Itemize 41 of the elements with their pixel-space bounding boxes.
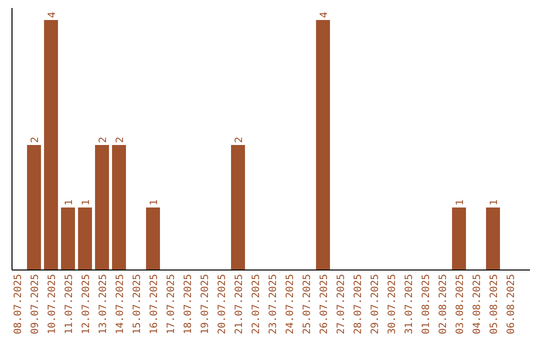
x-tick-label: 05.08.2025 (489, 274, 500, 334)
data-label: 1 (81, 199, 92, 206)
x-tick-label: 09.07.2025 (30, 274, 41, 334)
x-tick-label: 14.07.2025 (115, 274, 126, 334)
x-tick-label: 02.08.2025 (438, 274, 449, 334)
x-tick-label: 04.08.2025 (472, 274, 483, 334)
x-tick-label: 18.07.2025 (183, 274, 194, 334)
data-label: 4 (319, 12, 330, 18)
data-label: 1 (455, 199, 466, 206)
x-tick-label: 30.07.2025 (387, 274, 398, 334)
x-tick-label: 27.07.2025 (336, 274, 347, 334)
data-label: 2 (115, 136, 126, 143)
data-label: 2 (234, 136, 245, 143)
x-tick-label: 06.08.2025 (506, 274, 517, 334)
x-tick-label: 25.07.2025 (302, 274, 313, 334)
x-tick-label: 10.07.2025 (47, 274, 58, 334)
x-tick-label: 03.08.2025 (455, 274, 466, 334)
x-tick-label: 15.07.2025 (132, 274, 143, 334)
x-tick-label: 24.07.2025 (285, 274, 296, 334)
x-tick-label: 16.07.2025 (149, 274, 160, 334)
x-tick-label: 17.07.2025 (166, 274, 177, 334)
x-tick-label: 12.07.2025 (81, 274, 92, 334)
data-label: 4 (47, 12, 58, 18)
data-label: 1 (64, 199, 75, 206)
data-label: 2 (98, 136, 109, 143)
x-tick-label: 26.07.2025 (319, 274, 330, 334)
x-tick-label: 21.07.2025 (234, 274, 245, 334)
x-tick-label: 28.07.2025 (353, 274, 364, 334)
data-label: 1 (489, 199, 500, 206)
data-label: 2 (30, 136, 41, 143)
x-tick-label: 19.07.2025 (200, 274, 211, 334)
x-tick-label: 23.07.2025 (268, 274, 279, 334)
data-label: 1 (149, 199, 160, 206)
x-tick-label: 08.07.2025 (13, 274, 24, 334)
x-tick-label: 22.07.2025 (251, 274, 262, 334)
x-tick-label: 01.08.2025 (421, 274, 432, 334)
x-tick-label: 13.07.2025 (98, 274, 109, 334)
x-tick-label: 29.07.2025 (370, 274, 381, 334)
x-tick-label: 11.07.2025 (64, 274, 75, 334)
x-tick-label: 31.07.2025 (404, 274, 415, 334)
x-tick-label: 20.07.2025 (217, 274, 228, 334)
